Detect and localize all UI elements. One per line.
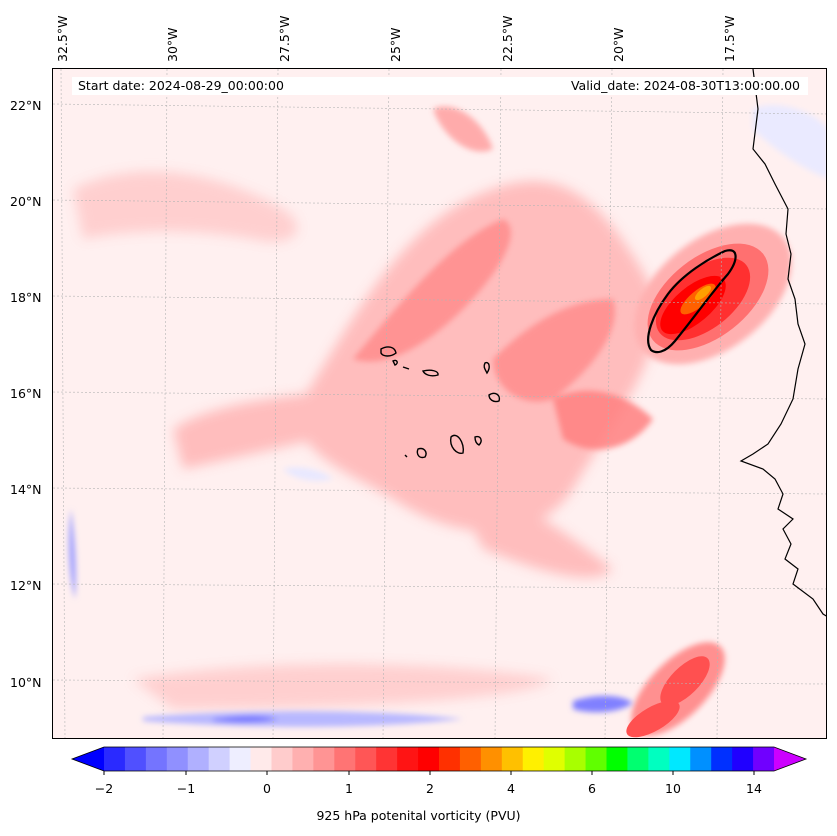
- colorbar-segment: [606, 747, 628, 771]
- colorbar-segment: [104, 747, 126, 771]
- colorbar-segment: [732, 747, 754, 771]
- lat-label-18n: 18°N: [10, 290, 42, 305]
- colorbar-segment: [711, 747, 733, 771]
- date-info-bar: [72, 77, 808, 95]
- colorbar-segment: [439, 747, 461, 771]
- colorbar-extend-high: [774, 747, 806, 771]
- pv-weak-field: [73, 171, 657, 709]
- colorbar-segment: [376, 747, 398, 771]
- colorbar-segment: [313, 747, 335, 771]
- colorbar-segment: [564, 747, 587, 771]
- lon-label-22-5w: 22.5°W: [500, 15, 515, 62]
- colorbar-segment: [627, 747, 649, 771]
- colorbar-segment: [501, 747, 524, 771]
- lon-label-32-5w: 32.5°W: [55, 15, 70, 62]
- colorbar-segment: [250, 747, 272, 771]
- pv-maximum: [634, 223, 792, 365]
- colorbar-segment: [271, 747, 293, 771]
- colorbar-segment: [648, 747, 670, 771]
- colorbar-segment: [522, 747, 545, 771]
- colorbar-segment: [753, 747, 775, 771]
- colorbar-tick-label: 1: [345, 781, 353, 796]
- colorbar-tick-label: −2: [94, 781, 114, 796]
- lat-label-14n: 14°N: [10, 482, 42, 497]
- lon-label-30w: 30°W: [165, 27, 180, 62]
- colorbar-tick-label: 2: [426, 781, 434, 796]
- map-panel: [52, 68, 827, 739]
- colorbar-segment: [208, 747, 231, 771]
- colorbar-segment: [145, 747, 168, 771]
- pv-contour: [647, 249, 737, 354]
- colorbar-segment: [355, 747, 377, 771]
- colorbar-segment: [690, 747, 712, 771]
- colorbar-outline: [70, 746, 808, 772]
- colorbar-segment: [418, 747, 440, 771]
- colorbar-extend-low: [72, 747, 104, 771]
- lat-label-20n: 20°N: [10, 194, 42, 209]
- pv-south-maximum: [626, 642, 725, 738]
- colorbar-tick-label: 6: [588, 781, 596, 796]
- colorbar-segment: [187, 747, 210, 771]
- lon-label-20w: 20°W: [611, 27, 626, 62]
- lon-label-25w: 25°W: [388, 27, 403, 62]
- colorbar-label: 925 hPa potenital vorticity (PVU): [316, 808, 521, 823]
- lat-label-10n: 10°N: [10, 675, 42, 690]
- lon-label-17-5w: 17.5°W: [722, 15, 737, 62]
- lat-label-12n: 12°N: [10, 578, 42, 593]
- colorbar-tick-label: 0: [263, 781, 271, 796]
- colorbar-segment: [397, 747, 419, 771]
- colorbar-segment: [480, 747, 503, 771]
- pv-field-map: [53, 69, 826, 738]
- africa-coastline: [739, 69, 826, 617]
- colorbar-segment: [459, 747, 482, 771]
- map-gridlines: [53, 69, 826, 738]
- colorbar-segment: [585, 747, 607, 771]
- lat-label-22n: 22°N: [10, 98, 42, 113]
- colorbar-segment: [166, 747, 189, 771]
- colorbar-segment: [543, 747, 566, 771]
- colorbar-segment: [229, 747, 252, 771]
- colorbar-tick-label: 10: [665, 781, 681, 796]
- colorbar-segment: [292, 747, 314, 771]
- colorbar-segment: [334, 747, 356, 771]
- colorbar-tick-label: 4: [507, 781, 515, 796]
- cape-verde-islands: [380, 346, 501, 459]
- colorbar-tick-label: 14: [746, 781, 762, 796]
- pv-moderate-field: [353, 106, 653, 450]
- valid-date-text: Valid_date: 2024-08-30T13:00:00.00: [570, 78, 800, 93]
- colorbar-segment: [669, 747, 691, 771]
- colorbar-tick-label: −1: [176, 781, 196, 796]
- lat-label-16n: 16°N: [10, 386, 42, 401]
- start-date-text: Start date: 2024-08-29_00:00:00: [78, 78, 284, 93]
- lon-label-27-5w: 27.5°W: [277, 15, 292, 62]
- colorbar-segment: [124, 747, 147, 771]
